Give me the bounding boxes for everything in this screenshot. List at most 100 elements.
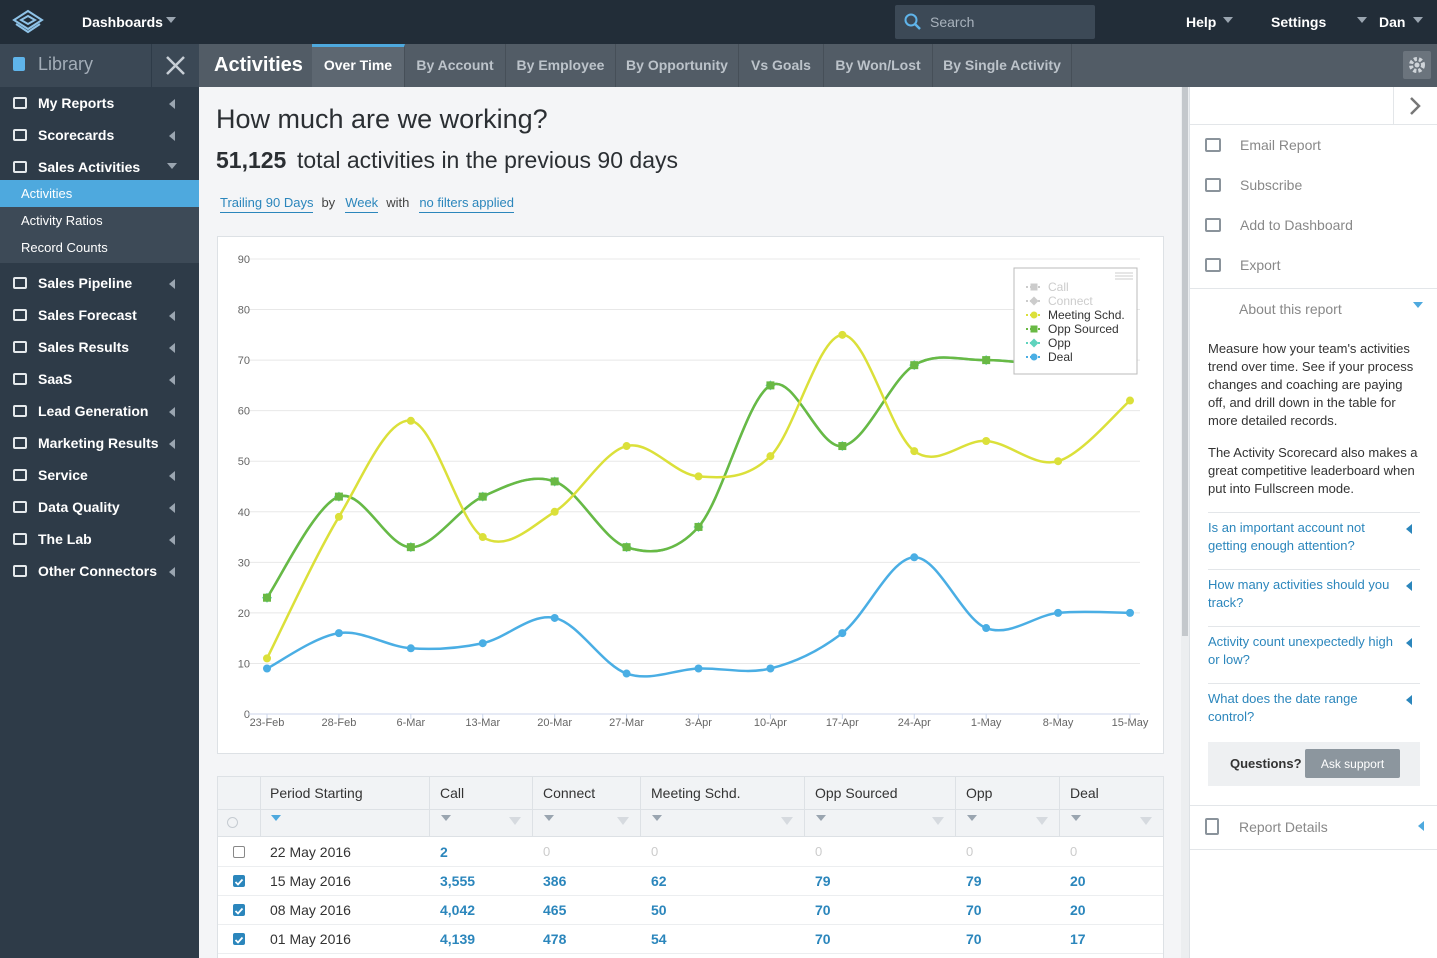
y-tick-label: 60 bbox=[238, 406, 250, 418]
table-cell[interactable]: 62 bbox=[651, 873, 667, 889]
filter-icon[interactable] bbox=[617, 817, 629, 825]
table-cell[interactable]: 70 bbox=[966, 902, 982, 918]
sub-nav-item[interactable]: Activity Ratios bbox=[21, 213, 103, 228]
menu[interactable]: Dashboards bbox=[82, 14, 163, 30]
table-cell[interactable]: 4,042 bbox=[440, 902, 476, 918]
row-checkbox[interactable] bbox=[233, 904, 245, 916]
filter-icon[interactable] bbox=[781, 817, 793, 825]
column-header[interactable]: Meeting Schd. bbox=[651, 785, 741, 801]
nav-item[interactable]: My Reports bbox=[38, 95, 115, 111]
nav-item[interactable]: Sales Activities bbox=[38, 159, 141, 175]
scroll-thumb[interactable] bbox=[1182, 87, 1188, 636]
tab[interactable]: Over Time bbox=[312, 44, 405, 87]
settings-button[interactable] bbox=[1403, 51, 1431, 79]
question-link[interactable]: What does the date range control? bbox=[1208, 691, 1358, 724]
sort-icon[interactable] bbox=[544, 815, 554, 821]
tab[interactable]: By Single Activity bbox=[933, 44, 1072, 87]
tab[interactable]: Vs Goals bbox=[739, 44, 824, 87]
sort-icon[interactable] bbox=[271, 815, 281, 821]
row-checkbox[interactable] bbox=[233, 875, 245, 887]
table-cell[interactable]: 79 bbox=[966, 873, 982, 889]
column-header[interactable]: Deal bbox=[1070, 785, 1099, 801]
details-title[interactable]: Report Details bbox=[1239, 819, 1328, 835]
tab[interactable]: By Opportunity bbox=[616, 44, 739, 87]
top-link[interactable]: Help bbox=[1186, 14, 1217, 30]
close-library[interactable] bbox=[151, 44, 199, 87]
tab-label: By Opportunity bbox=[626, 57, 728, 73]
nav-item[interactable]: Service bbox=[38, 467, 88, 483]
table-cell[interactable]: 70 bbox=[815, 902, 831, 918]
tab[interactable]: By Employee bbox=[506, 44, 616, 87]
filter-link[interactable]: Trailing 90 Days bbox=[220, 195, 314, 213]
filter-icon[interactable] bbox=[932, 817, 944, 825]
nav-item[interactable]: Other Connectors bbox=[38, 563, 158, 579]
top-link[interactable]: Dan bbox=[1379, 14, 1406, 30]
column-header[interactable]: Call bbox=[440, 785, 465, 801]
table-cell[interactable]: 2 bbox=[440, 844, 448, 860]
sort-icon[interactable] bbox=[816, 815, 826, 821]
table-cell[interactable]: 3,555 bbox=[440, 873, 476, 889]
support-button[interactable]: Ask support bbox=[1305, 749, 1400, 778]
panel-action[interactable]: Subscribe bbox=[1240, 177, 1303, 193]
question-link[interactable]: Is an important account not getting enou… bbox=[1208, 520, 1365, 553]
sort-icon[interactable] bbox=[652, 815, 662, 821]
panel-action[interactable]: Export bbox=[1240, 257, 1281, 273]
table-cell[interactable]: 20 bbox=[1070, 902, 1086, 918]
table-cell[interactable]: 478 bbox=[543, 931, 567, 947]
nav-item[interactable]: Marketing Results bbox=[38, 435, 159, 451]
logo[interactable] bbox=[12, 8, 44, 36]
nav-icon bbox=[13, 373, 27, 385]
collapse-panel[interactable] bbox=[1393, 87, 1437, 125]
panel-action[interactable]: Email Report bbox=[1240, 137, 1321, 153]
table-cell[interactable]: 386 bbox=[543, 873, 567, 889]
x-tick-label: 1-May bbox=[971, 717, 1002, 729]
sort-icon[interactable] bbox=[1071, 815, 1081, 821]
question-link[interactable]: Activity count unexpectedly high or low? bbox=[1208, 634, 1393, 667]
about-caret[interactable] bbox=[1413, 302, 1423, 308]
table-cell[interactable]: 20 bbox=[1070, 873, 1086, 889]
question-link[interactable]: How many activities should you track? bbox=[1208, 577, 1390, 610]
table-cell[interactable]: 465 bbox=[543, 902, 567, 918]
table-cell[interactable]: 50 bbox=[651, 902, 667, 918]
sub-nav-item[interactable]: Activities bbox=[21, 186, 73, 201]
panel-action[interactable]: Add to Dashboard bbox=[1240, 217, 1353, 233]
column-header[interactable]: Period Starting bbox=[270, 785, 363, 801]
about-title[interactable]: About this report bbox=[1239, 301, 1342, 317]
details-row bbox=[1190, 805, 1437, 850]
search-box[interactable]: Search bbox=[895, 5, 1095, 39]
filter-link[interactable]: Week bbox=[345, 195, 379, 213]
filter-icon[interactable] bbox=[509, 817, 521, 825]
tab[interactable]: By Won/Lost bbox=[824, 44, 933, 87]
top-link[interactable]: Settings bbox=[1271, 14, 1327, 30]
table-cell[interactable]: 79 bbox=[815, 873, 831, 889]
row-checkbox[interactable] bbox=[233, 846, 245, 858]
table-cell[interactable]: 70 bbox=[966, 931, 982, 947]
table-cell[interactable]: 4,139 bbox=[440, 931, 476, 947]
table-cell[interactable]: 54 bbox=[651, 931, 667, 947]
y-tick-label: 50 bbox=[238, 456, 250, 468]
nav-item[interactable]: Scorecards bbox=[38, 127, 115, 143]
column-header[interactable]: Opp Sourced bbox=[815, 785, 898, 801]
nav-item[interactable]: Lead Generation bbox=[38, 403, 149, 419]
nav-item[interactable]: Sales Results bbox=[38, 339, 130, 355]
select-all[interactable] bbox=[227, 817, 238, 828]
nav-item[interactable]: The Lab bbox=[38, 531, 92, 547]
x-tick-label: 3-Apr bbox=[685, 717, 712, 729]
column-header[interactable]: Connect bbox=[543, 785, 596, 801]
tab[interactable]: By Account bbox=[405, 44, 506, 87]
column-header[interactable]: Opp bbox=[966, 785, 993, 801]
table-cell[interactable]: 70 bbox=[815, 931, 831, 947]
nav-item[interactable]: Data Quality bbox=[38, 499, 120, 515]
sub-nav-item[interactable]: Record Counts bbox=[21, 240, 108, 255]
details-arrow[interactable] bbox=[1418, 821, 1424, 831]
nav-item[interactable]: Sales Forecast bbox=[38, 307, 137, 323]
filter-icon[interactable] bbox=[1140, 817, 1152, 825]
nav-item[interactable]: Sales Pipeline bbox=[38, 275, 133, 291]
filter-icon[interactable] bbox=[1036, 817, 1048, 825]
row-checkbox[interactable] bbox=[233, 933, 245, 945]
filter-link[interactable]: no filters applied bbox=[419, 195, 514, 213]
sort-icon[interactable] bbox=[967, 815, 977, 821]
sort-icon[interactable] bbox=[441, 815, 451, 821]
nav-item[interactable]: SaaS bbox=[38, 371, 73, 387]
table-cell[interactable]: 17 bbox=[1070, 931, 1086, 947]
